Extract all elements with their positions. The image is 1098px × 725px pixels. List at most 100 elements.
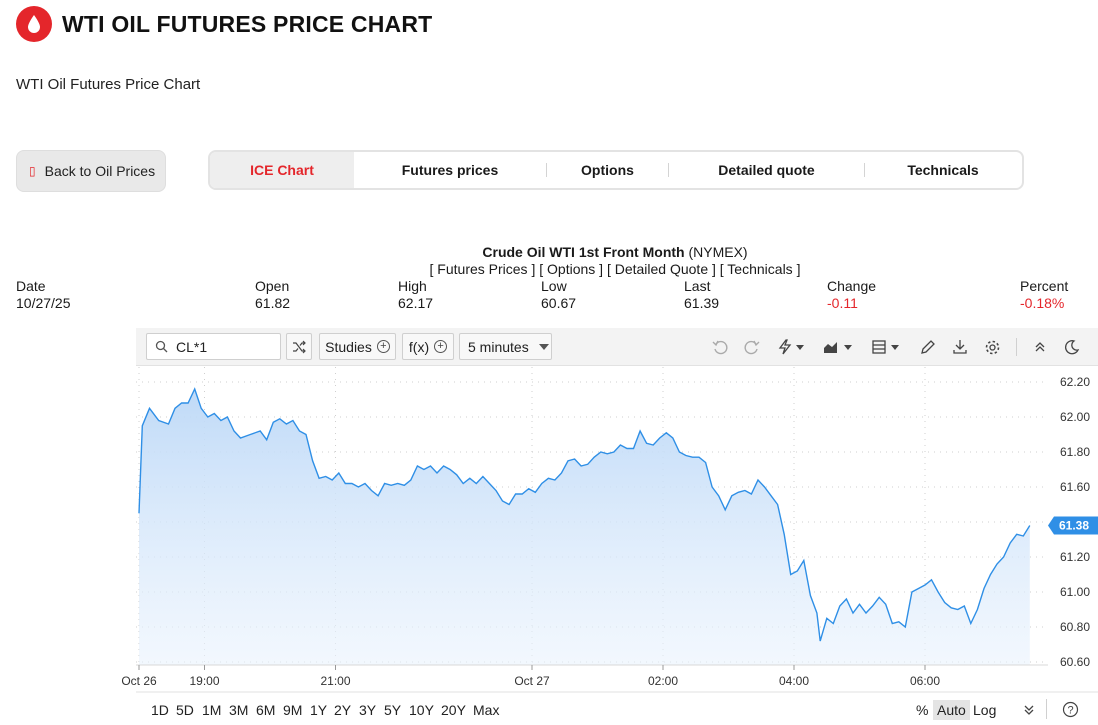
toolbar-divider bbox=[1016, 338, 1017, 356]
quote-value: -0.18% bbox=[1020, 295, 1065, 311]
last-price-label: 61.38 bbox=[1059, 519, 1089, 533]
quote-date: Date 10/27/25 bbox=[16, 278, 71, 312]
options-link[interactable]: [ Options ] bbox=[539, 261, 604, 277]
range-20y[interactable]: 20Y bbox=[441, 702, 466, 718]
fx-label: f(x) bbox=[408, 338, 430, 355]
range-divider bbox=[1046, 699, 1047, 719]
quote-label: Last bbox=[684, 278, 711, 294]
range-1d[interactable]: 1D bbox=[151, 702, 169, 718]
quote-links: [ Futures Prices ] [ Options ] [ Detaile… bbox=[0, 261, 1098, 277]
studies-button[interactable]: Studies + bbox=[319, 333, 396, 360]
quote-value: 10/27/25 bbox=[16, 295, 71, 311]
compare-shuffle-button[interactable] bbox=[286, 333, 312, 360]
shuffle-icon bbox=[293, 340, 306, 353]
tab-futures-prices[interactable]: Futures prices bbox=[354, 152, 546, 188]
page-title: WTI OIL FUTURES PRICE CHART bbox=[62, 10, 433, 37]
quote-low: Low 60.67 bbox=[541, 278, 576, 312]
svg-text:?: ? bbox=[1067, 705, 1073, 717]
tab-label: Detailed quote bbox=[718, 162, 815, 178]
y-tick-label: 60.80 bbox=[1060, 620, 1090, 634]
y-tick-label: 61.00 bbox=[1060, 585, 1090, 599]
x-axis: Oct 26 19:00 21:00 Oct 27 02:00 04:00 06:00 bbox=[121, 665, 940, 688]
x-tick-label: 02:00 bbox=[648, 674, 678, 688]
pencil-icon[interactable] bbox=[918, 337, 938, 357]
x-tick-label: 04:00 bbox=[779, 674, 809, 688]
chevron-down-icon bbox=[538, 343, 549, 350]
page-header: WTI OIL FUTURES PRICE CHART bbox=[16, 6, 432, 42]
range-5y[interactable]: 5Y bbox=[384, 702, 402, 718]
quote-open: Open 61.82 bbox=[255, 278, 290, 312]
help-icon[interactable]: ? bbox=[1062, 701, 1079, 721]
symbol-value: CL*1 bbox=[176, 338, 208, 355]
tab-separator bbox=[546, 163, 547, 177]
chart-toolbar: CL*1 Studies + f(x) + 5 minutes bbox=[136, 328, 1098, 366]
quote-last: Last 61.39 bbox=[684, 278, 719, 312]
range-2y[interactable]: 2Y bbox=[334, 702, 352, 718]
y-tick-label: 62.20 bbox=[1060, 375, 1090, 389]
expand-down-icon[interactable] bbox=[1022, 703, 1036, 720]
exchange-name: (NYMEX) bbox=[688, 244, 748, 260]
quote-title: Crude Oil WTI 1st Front Month (NYMEX) bbox=[0, 244, 1098, 260]
undo-icon[interactable] bbox=[710, 337, 730, 357]
tab-technicals[interactable]: Technicals bbox=[865, 152, 1021, 188]
last-price-marker: 61.38 bbox=[1048, 516, 1098, 535]
back-button-label: Back to Oil Prices bbox=[44, 163, 156, 179]
range-10y[interactable]: 10Y bbox=[409, 702, 434, 718]
dark-mode-icon[interactable] bbox=[1062, 337, 1082, 357]
scale-percent-option[interactable]: % bbox=[916, 702, 929, 718]
y-tick-label: 62.00 bbox=[1060, 410, 1090, 424]
range-1m[interactable]: 1M bbox=[202, 702, 222, 718]
range-3y[interactable]: 3Y bbox=[359, 702, 377, 718]
detailed-quote-link[interactable]: [ Detailed Quote ] bbox=[606, 261, 716, 277]
quote-value: 60.67 bbox=[541, 295, 577, 311]
chart-type-icon[interactable] bbox=[822, 337, 856, 357]
back-to-oil-prices-button[interactable]: ▯ Back to Oil Prices bbox=[16, 150, 166, 192]
tab-label: Options bbox=[581, 162, 634, 178]
futures-prices-link[interactable]: [ Futures Prices ] bbox=[429, 261, 536, 277]
range-5d[interactable]: 5D bbox=[176, 702, 194, 718]
tab-options[interactable]: Options bbox=[547, 152, 668, 188]
layout-icon[interactable] bbox=[871, 337, 905, 357]
price-line bbox=[138, 387, 1031, 642]
x-tick-label: 06:00 bbox=[910, 674, 940, 688]
quote-label: High bbox=[398, 278, 427, 294]
tab-separator bbox=[864, 163, 865, 177]
fx-button[interactable]: f(x) + bbox=[402, 333, 454, 360]
chart-tabs: ICE Chart Futures prices Options Detaile… bbox=[208, 150, 1024, 190]
tab-detailed-quote[interactable]: Detailed quote bbox=[669, 152, 864, 188]
tab-ice-chart[interactable]: ICE Chart bbox=[210, 152, 354, 188]
range-max[interactable]: Max bbox=[473, 702, 500, 718]
price-area-fill bbox=[139, 389, 1030, 665]
interval-label: 5 minutes bbox=[468, 338, 529, 355]
range-1y[interactable]: 1Y bbox=[310, 702, 328, 718]
page-subtitle: WTI Oil Futures Price Chart bbox=[16, 76, 201, 93]
x-tick-label: Oct 26 bbox=[121, 674, 157, 688]
collapse-up-icon[interactable] bbox=[1030, 337, 1050, 357]
y-tick-label: 60.60 bbox=[1060, 655, 1090, 669]
y-tick-label: 61.60 bbox=[1060, 480, 1090, 494]
lightning-icon[interactable] bbox=[776, 337, 808, 357]
redo-icon[interactable] bbox=[742, 337, 762, 357]
quote-value: -0.11 bbox=[827, 295, 858, 311]
quote-label: Low bbox=[541, 278, 567, 294]
interval-select[interactable]: 5 minutes bbox=[459, 333, 552, 360]
tab-separator bbox=[668, 163, 669, 177]
x-tick-label: 19:00 bbox=[189, 674, 219, 688]
tab-label: ICE Chart bbox=[250, 162, 314, 178]
technicals-link[interactable]: [ Technicals ] bbox=[719, 261, 801, 277]
range-6m[interactable]: 6M bbox=[256, 702, 276, 718]
search-icon bbox=[155, 340, 168, 353]
download-icon[interactable] bbox=[950, 337, 970, 357]
range-3m[interactable]: 3M bbox=[229, 702, 249, 718]
settings-icon[interactable] bbox=[982, 337, 1002, 357]
oil-drop-icon bbox=[16, 6, 52, 42]
y-tick-label: 61.80 bbox=[1060, 445, 1090, 459]
instrument-name: Crude Oil WTI 1st Front Month bbox=[482, 244, 685, 260]
range-9m[interactable]: 9M bbox=[283, 702, 303, 718]
quote-label: Open bbox=[255, 278, 290, 294]
scale-auto-option[interactable]: Auto bbox=[933, 700, 970, 720]
scale-log-option[interactable]: Log bbox=[973, 702, 997, 718]
last-price-badge bbox=[1048, 516, 1098, 535]
symbol-search-input[interactable]: CL*1 bbox=[146, 333, 281, 360]
